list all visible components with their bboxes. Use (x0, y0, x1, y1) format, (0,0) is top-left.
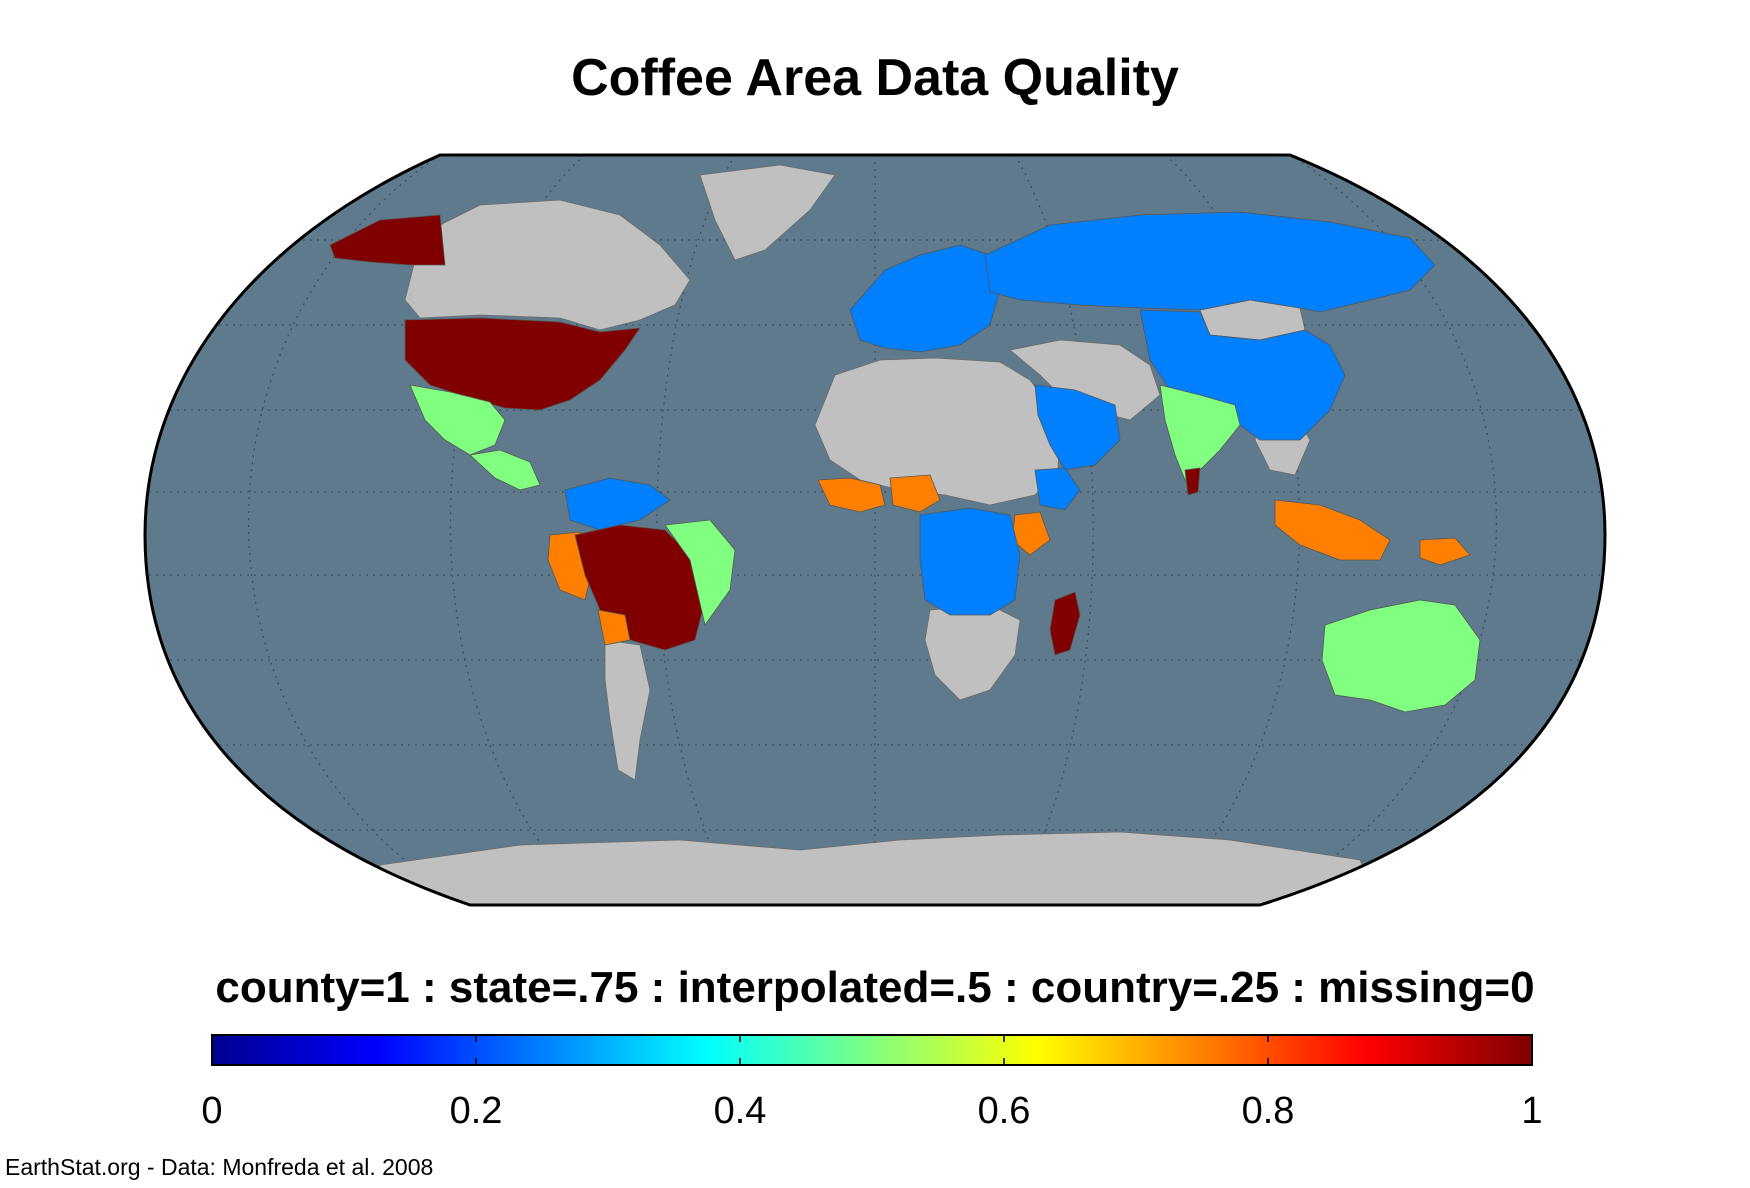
map-border (143, 153, 1607, 907)
region-madagascar (1049, 591, 1081, 656)
colorbar-ticks (211, 1035, 1533, 1065)
land-south-america-south (604, 639, 651, 781)
region-brazil-east (664, 519, 736, 626)
region-south-india (1184, 467, 1201, 496)
region-indonesia (1274, 499, 1391, 561)
land-canada (404, 199, 691, 331)
land-antarctica (379, 831, 1381, 905)
region-russia (984, 211, 1436, 313)
region-india (1159, 384, 1241, 481)
map-title: Coffee Area Data Quality (571, 49, 1179, 107)
region-ethiopia (1034, 467, 1081, 511)
region-papua-new-guinea (1419, 537, 1471, 566)
region-colombia-venezuela (564, 477, 671, 531)
region-bolivia (597, 609, 631, 646)
region-europe (849, 244, 1001, 353)
region-central-africa (919, 507, 1021, 616)
region-west-africa (817, 477, 886, 513)
colorbar-tick-2: 0.4 (713, 1090, 767, 1132)
colorbar-tick-4: 0.8 (1241, 1090, 1295, 1132)
region-australia (1321, 599, 1481, 713)
legend-caption: county=1 : state=.75 : interpolated=.5 :… (215, 963, 1535, 1012)
land-southern-africa (924, 604, 1021, 701)
region-brazil-northwest (574, 524, 706, 651)
region-saudi-arabia (1034, 384, 1121, 471)
colorbar-gradient (211, 1034, 1533, 1066)
region-united-states (404, 317, 641, 411)
colorbar-tick-0: 0 (201, 1090, 223, 1132)
region-mexico (409, 384, 506, 456)
credit-text: EarthStat.org - Data: Monfreda et al. 20… (5, 1154, 434, 1180)
region-alaska (329, 214, 446, 266)
land-north-africa (814, 357, 1061, 506)
region-central-america (469, 449, 541, 491)
colorbar-tick-1: 0.2 (449, 1090, 503, 1132)
colorbar-tick-3: 0.6 (977, 1090, 1031, 1132)
land-greenland (699, 164, 836, 261)
colorbar-tick-5: 1 (1521, 1090, 1543, 1132)
land-middle-east (1009, 339, 1161, 421)
region-nigeria (889, 474, 941, 513)
